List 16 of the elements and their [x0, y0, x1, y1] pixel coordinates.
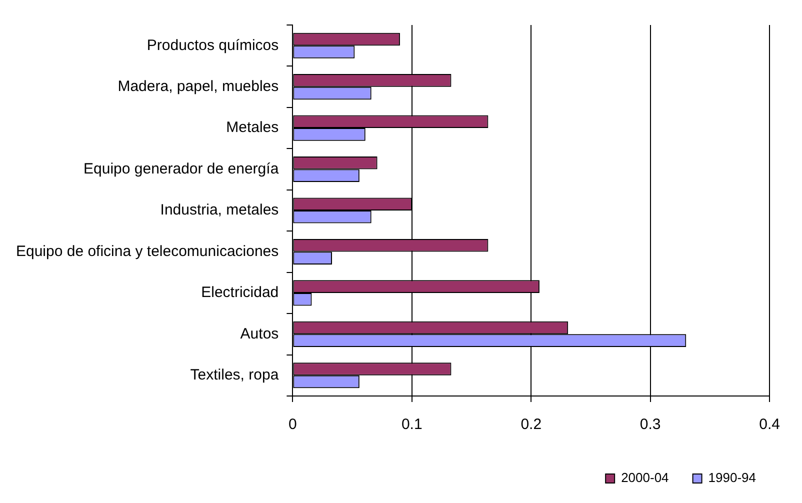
x-tick-label: 0	[288, 416, 297, 434]
y-tick-label: Autos	[240, 325, 279, 342]
x-tick-label: 0.1	[401, 416, 422, 434]
y-tick-label: Productos químicos	[146, 36, 279, 54]
y-tick-label: Textiles, ropa	[190, 366, 280, 384]
y-tick-label: Equipo de oficina y telecomunicaciones	[16, 242, 279, 260]
x-tick-label: 0.4	[759, 416, 780, 434]
y-tick-label: Equipo generador de energía	[84, 160, 280, 178]
x-tick-label: 0.3	[640, 416, 661, 434]
legend-label: 1990-94	[708, 470, 756, 486]
x-tick-label: 0.2	[520, 416, 542, 434]
y-tick-label: Madera, papel, muebles	[118, 78, 279, 95]
y-tick-label: Electricidad	[201, 284, 279, 302]
y-tick-label: Industria, metales	[160, 202, 279, 219]
y-tick-label: Metales	[226, 119, 279, 136]
legend-label: 2000-04	[621, 470, 669, 486]
